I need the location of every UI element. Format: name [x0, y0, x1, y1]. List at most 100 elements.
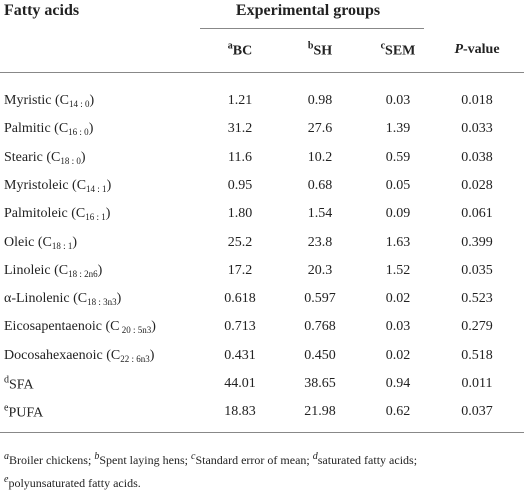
text: ) — [89, 93, 95, 108]
superscript: a — [227, 40, 233, 52]
cell: 0.518 — [461, 347, 493, 363]
cell: 38.65 — [304, 376, 336, 391]
row-label: α-Linolenic (C18 : 3n3) — [4, 291, 121, 307]
cell: 1.52 — [385, 262, 411, 278]
cell: 0.02 — [385, 291, 411, 307]
superscript: e — [4, 402, 9, 414]
cell: 0.038 — [461, 149, 493, 165]
row-label: Linoleic (C18 : 2n6) — [4, 263, 102, 279]
text: ) — [72, 234, 78, 250]
text: Myristic (C — [4, 93, 69, 108]
subscript: 16 : 1 — [85, 212, 106, 223]
cell: 0.62 — [385, 404, 411, 420]
cell: 0.03 — [385, 319, 411, 335]
footnote-text: Spent laying hens; — [99, 453, 191, 467]
column-header: cSEM — [381, 41, 416, 60]
cell: 0.98 — [307, 93, 333, 108]
group-rule — [200, 28, 424, 29]
cell: 0.450 — [304, 347, 336, 363]
text: Myristoleic (C — [4, 177, 87, 193]
cell: 0.018 — [461, 93, 493, 108]
text: SFA — [9, 377, 34, 393]
cell: 0.03 — [385, 93, 411, 108]
cell: 31.2 — [227, 121, 253, 137]
footnote-text: polyunsaturated fatty acids. — [8, 476, 141, 490]
text: Palmitoleic (C — [4, 206, 86, 222]
text: ) — [105, 206, 111, 222]
cell: 1.54 — [307, 206, 333, 222]
first-header: Fatty acids — [4, 2, 80, 19]
cell: 0.399 — [461, 234, 493, 250]
text: SEM — [385, 43, 416, 59]
row-label: Palmitoleic (C16 : 1) — [4, 206, 110, 222]
footnote-text: Standard error of mean; — [195, 453, 313, 467]
cell: 0.68 — [307, 177, 333, 193]
text: ) — [151, 319, 156, 335]
subscript: 20 : 5n3 — [119, 325, 152, 336]
cell: 11.6 — [228, 149, 252, 165]
row-label: Stearic (C18 : 0) — [4, 150, 86, 166]
subscript: 14 : 0 — [68, 99, 90, 109]
column-header: bSH — [308, 41, 332, 60]
cell: 0.037 — [461, 404, 493, 420]
cell: 17.2 — [227, 262, 253, 278]
cell: 18.83 — [224, 404, 256, 420]
cell: 0.035 — [461, 262, 493, 278]
text: Eicosapentaenoic (C — [4, 319, 120, 335]
superscript: b — [307, 40, 314, 52]
footnote-mark: c — [190, 451, 196, 462]
cell: 1.63 — [385, 234, 411, 250]
header-rule — [0, 72, 524, 73]
text: ) — [149, 347, 155, 363]
cell: 20.3 — [307, 262, 333, 278]
row-label: dSFA — [4, 375, 34, 394]
subscript: 18 : 2n6 — [68, 268, 98, 279]
cell: 0.95 — [227, 177, 253, 193]
footnote: aBroiler chickens; bSpent laying hens; c… — [4, 451, 417, 468]
cell: 10.2 — [307, 149, 333, 165]
row-label: Palmitic (C16 : 0) — [4, 121, 93, 137]
footnote-mark: e — [4, 474, 9, 485]
text: SH — [313, 43, 333, 59]
subscript: 18 : 0 — [60, 155, 81, 166]
text: Palmitic (C — [4, 121, 69, 137]
cell: 0.94 — [385, 376, 411, 391]
cell: 0.618 — [224, 291, 256, 307]
text: BC — [232, 43, 253, 59]
cell: 0.768 — [304, 319, 336, 335]
group-header: Experimental groups — [235, 2, 381, 19]
cell: 0.061 — [461, 206, 493, 222]
column-header: aBC — [228, 41, 252, 60]
subscript: 18 : 3n3 — [87, 297, 117, 308]
superscript: c — [380, 40, 386, 52]
cell: 0.02 — [385, 347, 411, 363]
bottom-rule — [0, 432, 524, 433]
row-label: ePUFA — [4, 403, 43, 422]
cell: 21.98 — [304, 404, 336, 420]
text: ) — [88, 121, 94, 137]
subscript: 14 : 1 — [86, 183, 107, 194]
row-label: Myristoleic (C14 : 1) — [4, 178, 111, 194]
subscript: 18 : 1 — [51, 240, 73, 251]
subscript: 22 : 6n3 — [120, 353, 150, 364]
text: -value — [463, 42, 500, 57]
cell: 0.028 — [461, 177, 493, 193]
text: ) — [97, 262, 103, 278]
footnote-text: Broiler chickens; — [9, 453, 95, 467]
cell: 44.01 — [224, 376, 256, 391]
cell: 0.597 — [304, 291, 336, 307]
cell: 0.011 — [461, 376, 493, 391]
cell: 0.279 — [461, 319, 493, 335]
cell: 0.59 — [385, 149, 411, 165]
subscript: 16 : 0 — [68, 127, 89, 138]
text: ) — [80, 149, 86, 165]
footnote-mark: d — [312, 451, 318, 462]
text: Docosahexaenoic (C — [4, 347, 121, 363]
cell: 0.431 — [224, 347, 256, 363]
cell: 1.21 — [227, 93, 253, 108]
text: Oleic (C — [4, 234, 52, 250]
footnote: epolyunsaturated fatty acids. — [4, 474, 141, 491]
footnote-mark: a — [4, 451, 9, 462]
cell: 25.2 — [227, 234, 253, 250]
